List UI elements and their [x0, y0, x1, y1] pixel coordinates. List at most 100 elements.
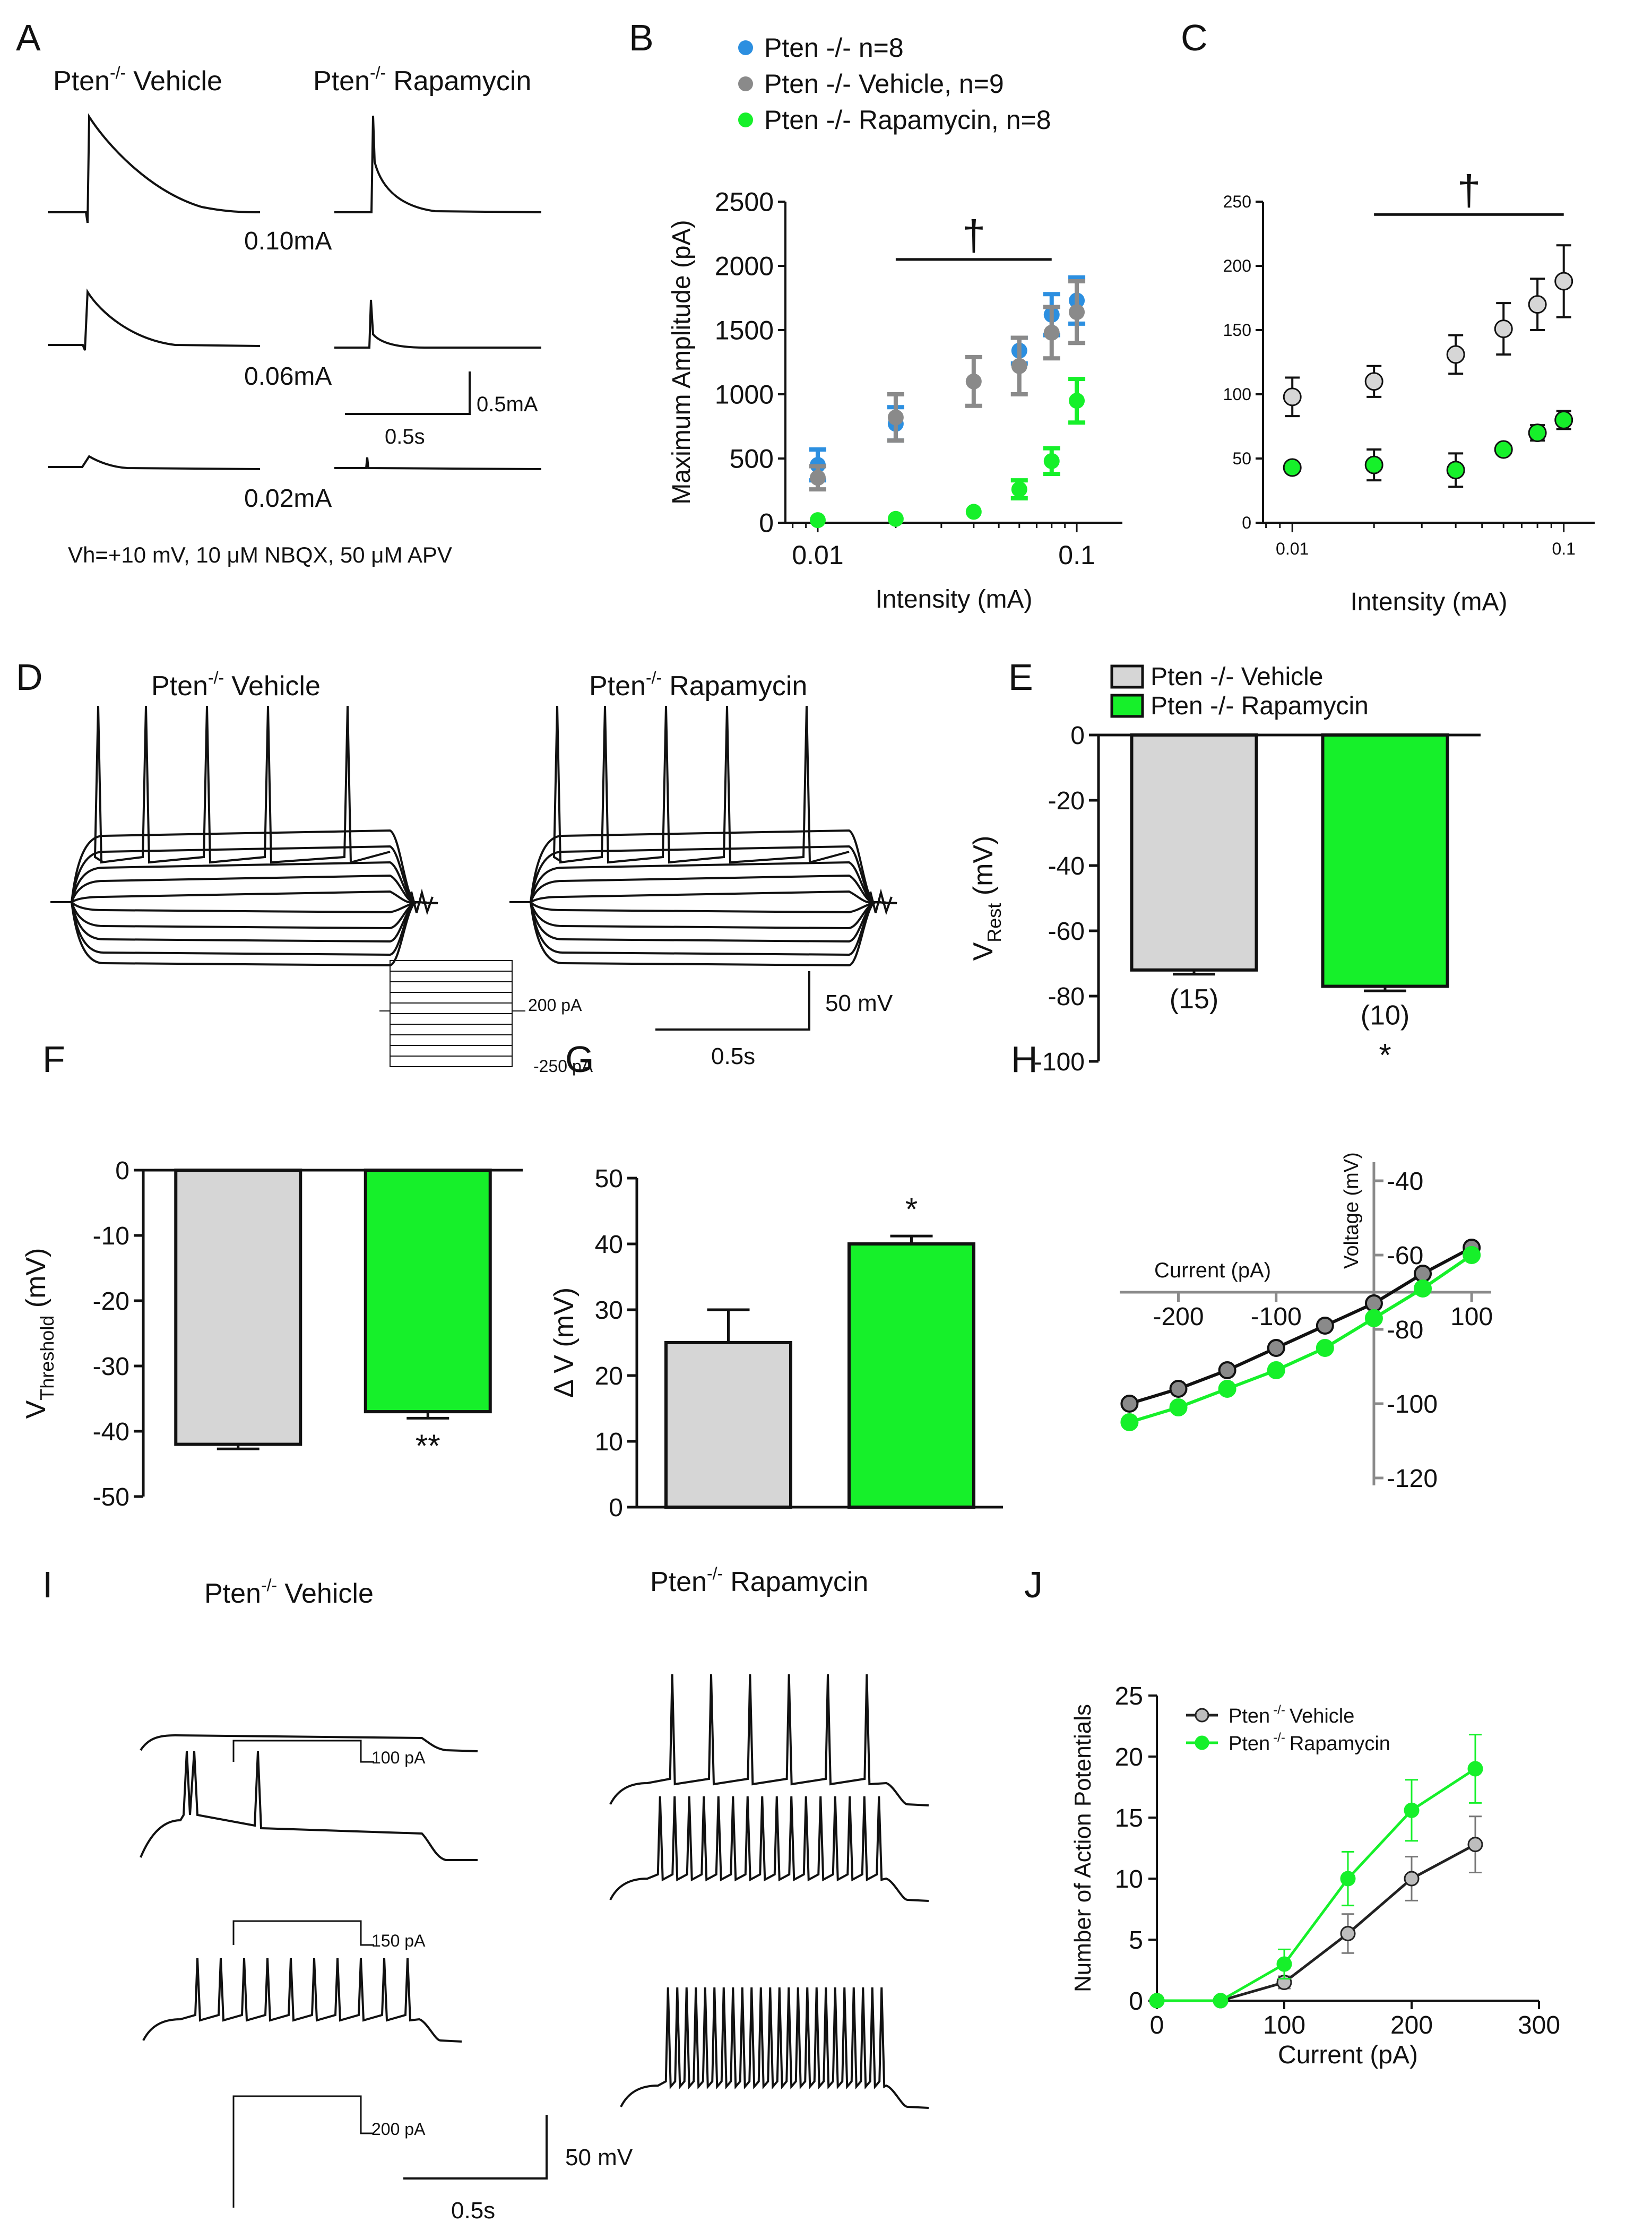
step-response-trace: [509, 861, 897, 904]
significance-star: **: [416, 1428, 440, 1464]
step-response-trace: [50, 874, 438, 904]
data-point: [1467, 1837, 1483, 1853]
trace-rapa-150pA: [609, 1796, 929, 1902]
step-response-trace: [50, 845, 438, 904]
step-response-trace: [509, 901, 897, 943]
a-scalebar: [345, 371, 471, 415]
y-tick-label: 0: [1129, 1987, 1143, 2016]
bar: [364, 1169, 492, 1414]
legend-swatch: [1110, 694, 1144, 718]
d-title-rapamycin: Pten-/- Rapamycin: [589, 668, 807, 702]
panel-i-traces: Pten-/- Vehicle Pten-/- Rapamycin 100 pA 1…: [140, 1564, 929, 2224]
step-response-trace: [50, 829, 438, 904]
bar: [1321, 733, 1449, 988]
y-tick-label: 30: [595, 1296, 623, 1325]
data-point: [1340, 1871, 1356, 1887]
y-tick-label: 1000: [715, 380, 774, 410]
chart-f: ** 0 -10 -20 -30 -40 -50 VThreshold (mV): [21, 1157, 523, 1511]
x-axis-label: Intensity (mA): [875, 585, 1032, 613]
data-point: [809, 512, 826, 529]
d-step-top-label: 200 pA: [528, 996, 582, 1015]
sample-size: (15): [1170, 984, 1218, 1015]
y-tick-label: 2000: [715, 252, 774, 281]
y-tick-label: 0: [115, 1157, 129, 1185]
y-tick-label: 20: [595, 1362, 623, 1390]
data-point: [1446, 345, 1465, 364]
trace-rapa-200pA: [620, 1987, 929, 2109]
tail-noise: [869, 888, 893, 915]
panel-letter-J: J: [1024, 1564, 1043, 1605]
a-scale-y: 0.5mA: [477, 393, 538, 416]
data-point: [1467, 1761, 1483, 1777]
legend-label: Pten -/- Vehicle: [1151, 663, 1324, 691]
i-scale-y: 50 mV: [565, 2144, 633, 2171]
data-point: [1276, 1956, 1292, 1972]
y-tick-label: 50: [595, 1165, 623, 1193]
legend-label: Pten -/- Vehicle, n=9: [764, 69, 1004, 99]
a-title-rapamycin: Pten-/- Rapamycin: [313, 63, 531, 97]
trace-vehicle-150pA: [140, 1751, 478, 1861]
step-response-trace: [50, 901, 438, 914]
data-point: [887, 409, 904, 426]
data-point: [1149, 1993, 1165, 2009]
data-point: [1011, 481, 1027, 498]
legend-marker: [738, 76, 753, 91]
data-point: [809, 470, 826, 486]
significance-star: *: [905, 1191, 918, 1227]
a-title-vehicle: Pten-/- Vehicle: [53, 63, 222, 97]
legend-marker: [738, 40, 753, 55]
y-label-unit: (mV): [21, 1248, 51, 1316]
y-tick-label: -30: [93, 1353, 129, 1381]
trace-rapa-100pA: [609, 1674, 929, 1806]
significance-dagger: †: [962, 212, 986, 259]
y-tick-label: -40: [93, 1418, 129, 1446]
data-point: [1043, 324, 1060, 341]
i-scale-x: 0.5s: [451, 2198, 495, 2224]
y-label-sub: Rest: [983, 903, 1005, 942]
chart-e: (15) (10) * 0 -20 -40 -60 -80 -100 VRest (mV) Pten…: [968, 663, 1481, 1076]
i-title-vehicle: Pten-/- Vehicle: [204, 1576, 374, 1609]
y-label-unit: (mV): [968, 836, 999, 903]
current-step: [232, 2095, 374, 2208]
data-point: [887, 511, 904, 527]
a-trace-rapa-0.06: [334, 299, 541, 349]
y-tick-label: 1500: [715, 316, 774, 345]
legend-label: Pten -/- Rapamycin: [1151, 692, 1369, 720]
data-point: [1069, 393, 1085, 409]
panel-letter-G: G: [565, 1039, 594, 1080]
d-title-vehicle: Pten-/- Vehicle: [151, 668, 321, 702]
a-trace-rapa-0.10: [334, 115, 542, 213]
chart-c: 0 50 100 150 200 250 0.01 0.1 Intensity (mA) †: [1223, 167, 1595, 616]
y-label-sub: Threshold: [36, 1316, 58, 1400]
i-step-200: 200 pA: [371, 2120, 426, 2139]
y-tick-label: -20: [93, 1287, 129, 1316]
y-tick-label: -40: [1387, 1168, 1423, 1196]
data-point: [1120, 1395, 1139, 1413]
x-tick-label: 300: [1518, 2011, 1560, 2039]
data-point: [1120, 1413, 1139, 1431]
y-tick-label: -80: [1048, 983, 1085, 1011]
legend-gene: Pten: [1229, 1705, 1270, 1727]
y-tick-label: -100: [1387, 1390, 1438, 1419]
step-response-trace: [509, 901, 897, 930]
data-point: [1364, 372, 1383, 391]
x-axis-label: Current (pA): [1154, 1259, 1271, 1282]
data-point: [1463, 1246, 1481, 1264]
a-trace-vehicle-0.06: [48, 288, 261, 351]
y-axis-label: Voltage (mV): [1340, 1152, 1363, 1269]
trace-vehicle-100pA: [140, 1734, 478, 1752]
data-point: [1011, 358, 1027, 374]
i-title-rapamycin: Pten-/- Rapamycin: [650, 1564, 868, 1597]
d-scale-y: 50 mV: [825, 990, 893, 1016]
legend-marker: [1195, 1708, 1209, 1723]
chart-h: -40 -60 -80 -100 -120 -200 -100 100 Current (pA)…: [1120, 1152, 1493, 1493]
y-tick-label: 0: [609, 1494, 623, 1522]
bar: [174, 1169, 302, 1446]
data-point: [1494, 440, 1513, 459]
legend-marker: [1195, 1735, 1209, 1750]
data-point: [965, 373, 982, 390]
a-label-0.06mA: 0.06mA: [244, 362, 332, 391]
d-family-vehicle: [50, 705, 438, 967]
significance-dagger: †: [1457, 167, 1481, 214]
a-label-0.02mA: 0.02mA: [244, 485, 332, 513]
